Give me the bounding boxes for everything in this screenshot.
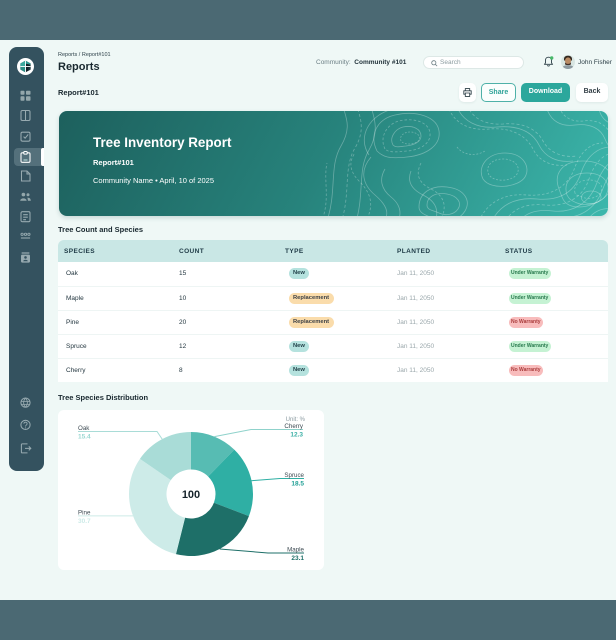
- svg-text:100: 100: [182, 489, 200, 501]
- svg-text:Pine: Pine: [78, 510, 91, 517]
- svg-text:Oak: Oak: [78, 425, 90, 432]
- svg-text:18.5: 18.5: [291, 481, 304, 488]
- svg-text:Unit: %: Unit: %: [286, 417, 306, 423]
- svg-text:12.3: 12.3: [290, 432, 303, 439]
- svg-text:Cherry: Cherry: [284, 423, 303, 430]
- svg-text:Spruce: Spruce: [284, 472, 304, 479]
- svg-text:15.4: 15.4: [78, 434, 91, 441]
- svg-text:23.1: 23.1: [291, 555, 304, 562]
- svg-text:Maple: Maple: [287, 547, 304, 554]
- svg-text:30.7: 30.7: [78, 518, 91, 525]
